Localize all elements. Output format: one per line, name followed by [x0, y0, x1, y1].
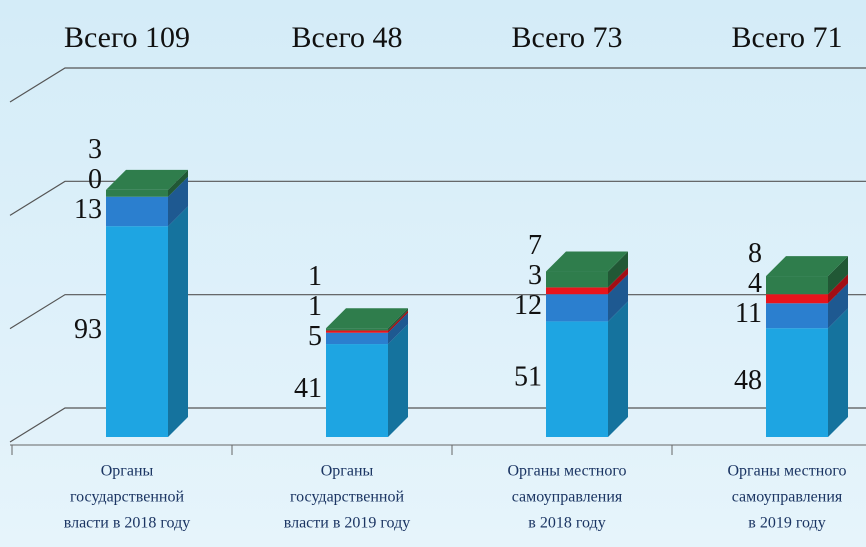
value-label: 0 — [88, 164, 102, 195]
bar-segment — [106, 189, 168, 197]
value-label: 13 — [74, 194, 102, 225]
bar-top — [326, 308, 408, 329]
bar-segment — [326, 330, 388, 333]
bar-side — [828, 283, 848, 329]
bar-segment — [326, 332, 388, 345]
total-label: Всего 73 — [511, 21, 622, 54]
total-label: Всего 71 — [731, 21, 842, 54]
bar-segment — [766, 294, 828, 304]
x-tick-label: Органы — [101, 463, 154, 480]
x-tick-label: Органы местного — [728, 463, 847, 480]
x-tick-label: государственной — [290, 489, 404, 506]
x-tick-label: самоуправления — [732, 489, 843, 506]
grid-line — [9, 180, 866, 216]
x-tick-label: власти в 2019 году — [284, 515, 410, 532]
x-tick-label: самоуправления — [512, 489, 623, 506]
value-label: 4 — [748, 268, 762, 299]
bar-side — [388, 310, 408, 333]
value-label: 11 — [735, 298, 762, 329]
value-label: 7 — [528, 230, 542, 261]
bar-side — [608, 274, 628, 322]
value-label: 8 — [748, 238, 762, 269]
value-label: 1 — [308, 261, 322, 292]
bar-segment — [326, 344, 388, 437]
value-label: 48 — [734, 365, 762, 396]
x-tick-label: Органы местного — [508, 463, 627, 480]
x-tick-label: в 2018 году — [528, 515, 605, 532]
bar-segment — [546, 321, 608, 437]
value-label: 3 — [88, 134, 102, 165]
value-label: 51 — [514, 362, 542, 393]
bar-segment — [326, 328, 388, 331]
bar-segment — [106, 226, 168, 437]
bar-side — [168, 169, 188, 197]
value-label: 93 — [74, 314, 102, 345]
x-tick-label: государственной — [70, 489, 184, 506]
value-label: 5 — [308, 321, 322, 352]
x-tick-label: в 2019 году — [748, 515, 825, 532]
bar-segment — [106, 196, 168, 227]
value-label: 1 — [308, 291, 322, 322]
total-label: Всего 48 — [291, 21, 402, 54]
value-label: 41 — [294, 373, 322, 404]
bar-side — [828, 274, 848, 304]
grid-line — [9, 67, 866, 103]
x-tick-label: власти в 2018 году — [64, 515, 190, 532]
bar-segment — [766, 303, 828, 329]
bar-top — [106, 169, 188, 190]
bar-side — [168, 206, 188, 437]
bar-top — [546, 251, 628, 272]
bar-side — [828, 308, 848, 437]
bar-segment — [546, 287, 608, 295]
bar-top — [766, 256, 848, 277]
bar-side — [388, 324, 408, 437]
bar-segment — [766, 276, 828, 295]
bar-side — [608, 267, 628, 295]
bar-segment — [546, 294, 608, 322]
bar-side — [608, 251, 628, 288]
bar-side — [828, 256, 848, 295]
bar-side — [168, 176, 188, 227]
value-label: 3 — [528, 260, 542, 291]
x-tick-label: Органы — [321, 463, 374, 480]
bar-segment — [546, 271, 608, 288]
value-label: 12 — [514, 290, 542, 321]
bar-side — [388, 312, 408, 345]
bar-side — [388, 308, 408, 331]
total-label: Всего 109 — [64, 21, 190, 54]
bar-segment — [766, 328, 828, 437]
bar-side — [608, 301, 628, 437]
